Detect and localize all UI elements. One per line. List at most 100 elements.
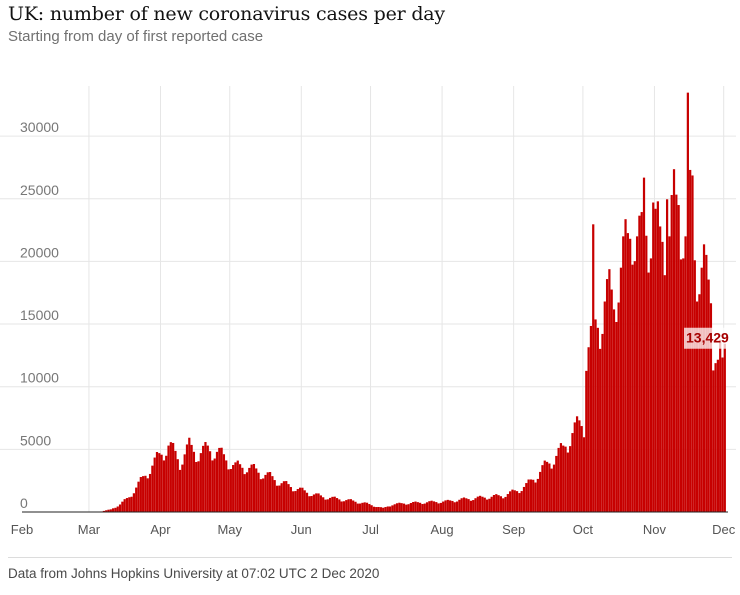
bar-day-154 (377, 506, 380, 512)
bar-day-181 (439, 502, 442, 512)
bar-day-109 (273, 480, 276, 512)
bar-day-83 (213, 458, 216, 512)
bar-day-98 (248, 467, 251, 512)
bar-day-233 (559, 443, 563, 512)
bar-day-293 (698, 294, 701, 512)
bar-day-284 (677, 205, 680, 512)
bar-day-179 (435, 502, 438, 512)
bar-day-67 (176, 459, 179, 512)
bar-day-194 (469, 500, 473, 512)
y-tick-label-5000: 5000 (20, 432, 51, 448)
bar-day-256 (612, 309, 616, 512)
bar-day-189 (458, 499, 461, 512)
y-tick-label-0: 0 (20, 495, 28, 511)
bar-day-92 (234, 462, 237, 512)
bar-day-227 (545, 461, 549, 512)
bar-day-161 (393, 504, 396, 512)
bar-day-187 (453, 502, 456, 512)
x-tick-label-feb: Feb (11, 522, 33, 537)
footer-divider (8, 557, 732, 558)
bar-day-275 (656, 201, 659, 512)
bar-day-59 (158, 453, 161, 512)
bar-day-185 (449, 500, 452, 512)
bar-day-270 (645, 235, 648, 513)
bar-day-203 (490, 496, 493, 512)
bar-day-96 (243, 474, 246, 512)
bar-day-279 (665, 199, 669, 513)
bar-day-220 (529, 479, 533, 512)
bar-day-141 (347, 499, 350, 512)
bar-day-222 (534, 482, 537, 512)
bar-day-294 (700, 267, 703, 512)
bar-day-102 (257, 472, 260, 512)
bar-day-105 (264, 474, 267, 512)
bar-day-131 (324, 499, 327, 512)
bar-day-196 (474, 498, 477, 512)
bars (88, 92, 726, 513)
bar-day-303 (721, 357, 724, 512)
bar-day-155 (379, 507, 382, 512)
bar-day-224 (539, 471, 542, 512)
bar-day-129 (319, 495, 322, 512)
bar-day-138 (340, 501, 343, 512)
bar-day-144 (354, 501, 357, 512)
bar-day-190 (460, 498, 463, 512)
bar-day-207 (499, 496, 503, 512)
bar-day-159 (389, 506, 392, 512)
chart-title: UK: number of new coronavirus cases per … (8, 3, 445, 25)
bar-day-271 (647, 272, 650, 512)
bar-day-277 (661, 241, 664, 512)
bar-day-57 (153, 457, 156, 512)
bar-day-162 (395, 503, 399, 512)
bar-day-231 (555, 455, 558, 512)
bar-day-101 (255, 468, 258, 512)
bar-day-268 (640, 212, 643, 513)
bar-day-43 (121, 501, 124, 512)
chart-subtitle: Starting from day of first reported case (8, 28, 264, 45)
bar-day-119 (296, 489, 299, 512)
bar-day-296 (705, 254, 708, 512)
y-tick-label-10000: 10000 (20, 370, 59, 386)
bar-day-288 (686, 92, 689, 512)
bar-day-278 (663, 275, 666, 512)
bar-day-245 (587, 347, 590, 512)
bar-day-112 (280, 483, 283, 512)
bar-day-139 (342, 501, 346, 512)
bar-day-46 (128, 497, 131, 512)
bar-day-267 (638, 215, 641, 512)
bar-day-48 (132, 493, 136, 512)
bar-day-263 (629, 238, 632, 513)
bar-day-258 (617, 302, 620, 512)
bar-day-273 (652, 202, 655, 512)
x-tick-label-oct: Oct (573, 522, 594, 537)
bar-day-81 (208, 451, 212, 512)
bar-day-212 (511, 489, 514, 512)
bar-day-100 (252, 464, 256, 512)
bar-day-132 (326, 499, 329, 512)
bar-day-173 (421, 504, 424, 512)
bar-day-113 (282, 481, 286, 512)
bar-day-99 (250, 464, 253, 512)
bar-day-158 (386, 506, 389, 512)
bar-day-260 (622, 236, 625, 512)
bar-day-146 (359, 503, 362, 512)
bar-day-166 (405, 504, 408, 512)
source-note: Data from Johns Hopkins University at 07… (8, 566, 380, 581)
bar-day-243 (582, 437, 586, 512)
bar-day-247 (592, 224, 595, 512)
bar-day-114 (285, 481, 288, 512)
x-tick-label-may: May (217, 522, 242, 537)
bar-day-201 (485, 499, 489, 512)
bar-day-200 (483, 497, 486, 512)
bar-day-63 (167, 445, 170, 512)
bar-day-163 (398, 502, 401, 512)
bar-day-164 (400, 503, 403, 512)
bar-day-182 (442, 501, 445, 512)
bar-day-108 (271, 476, 274, 512)
bar-day-150 (368, 504, 371, 512)
bar-day-223 (536, 478, 539, 512)
bar-day-42 (118, 504, 122, 512)
bar-day-148 (363, 502, 366, 512)
bar-day-250 (599, 348, 602, 512)
cases-chart: 0 5000 10000 15000 20000 25000 30000 Feb Mar Apr… (0, 86, 737, 537)
